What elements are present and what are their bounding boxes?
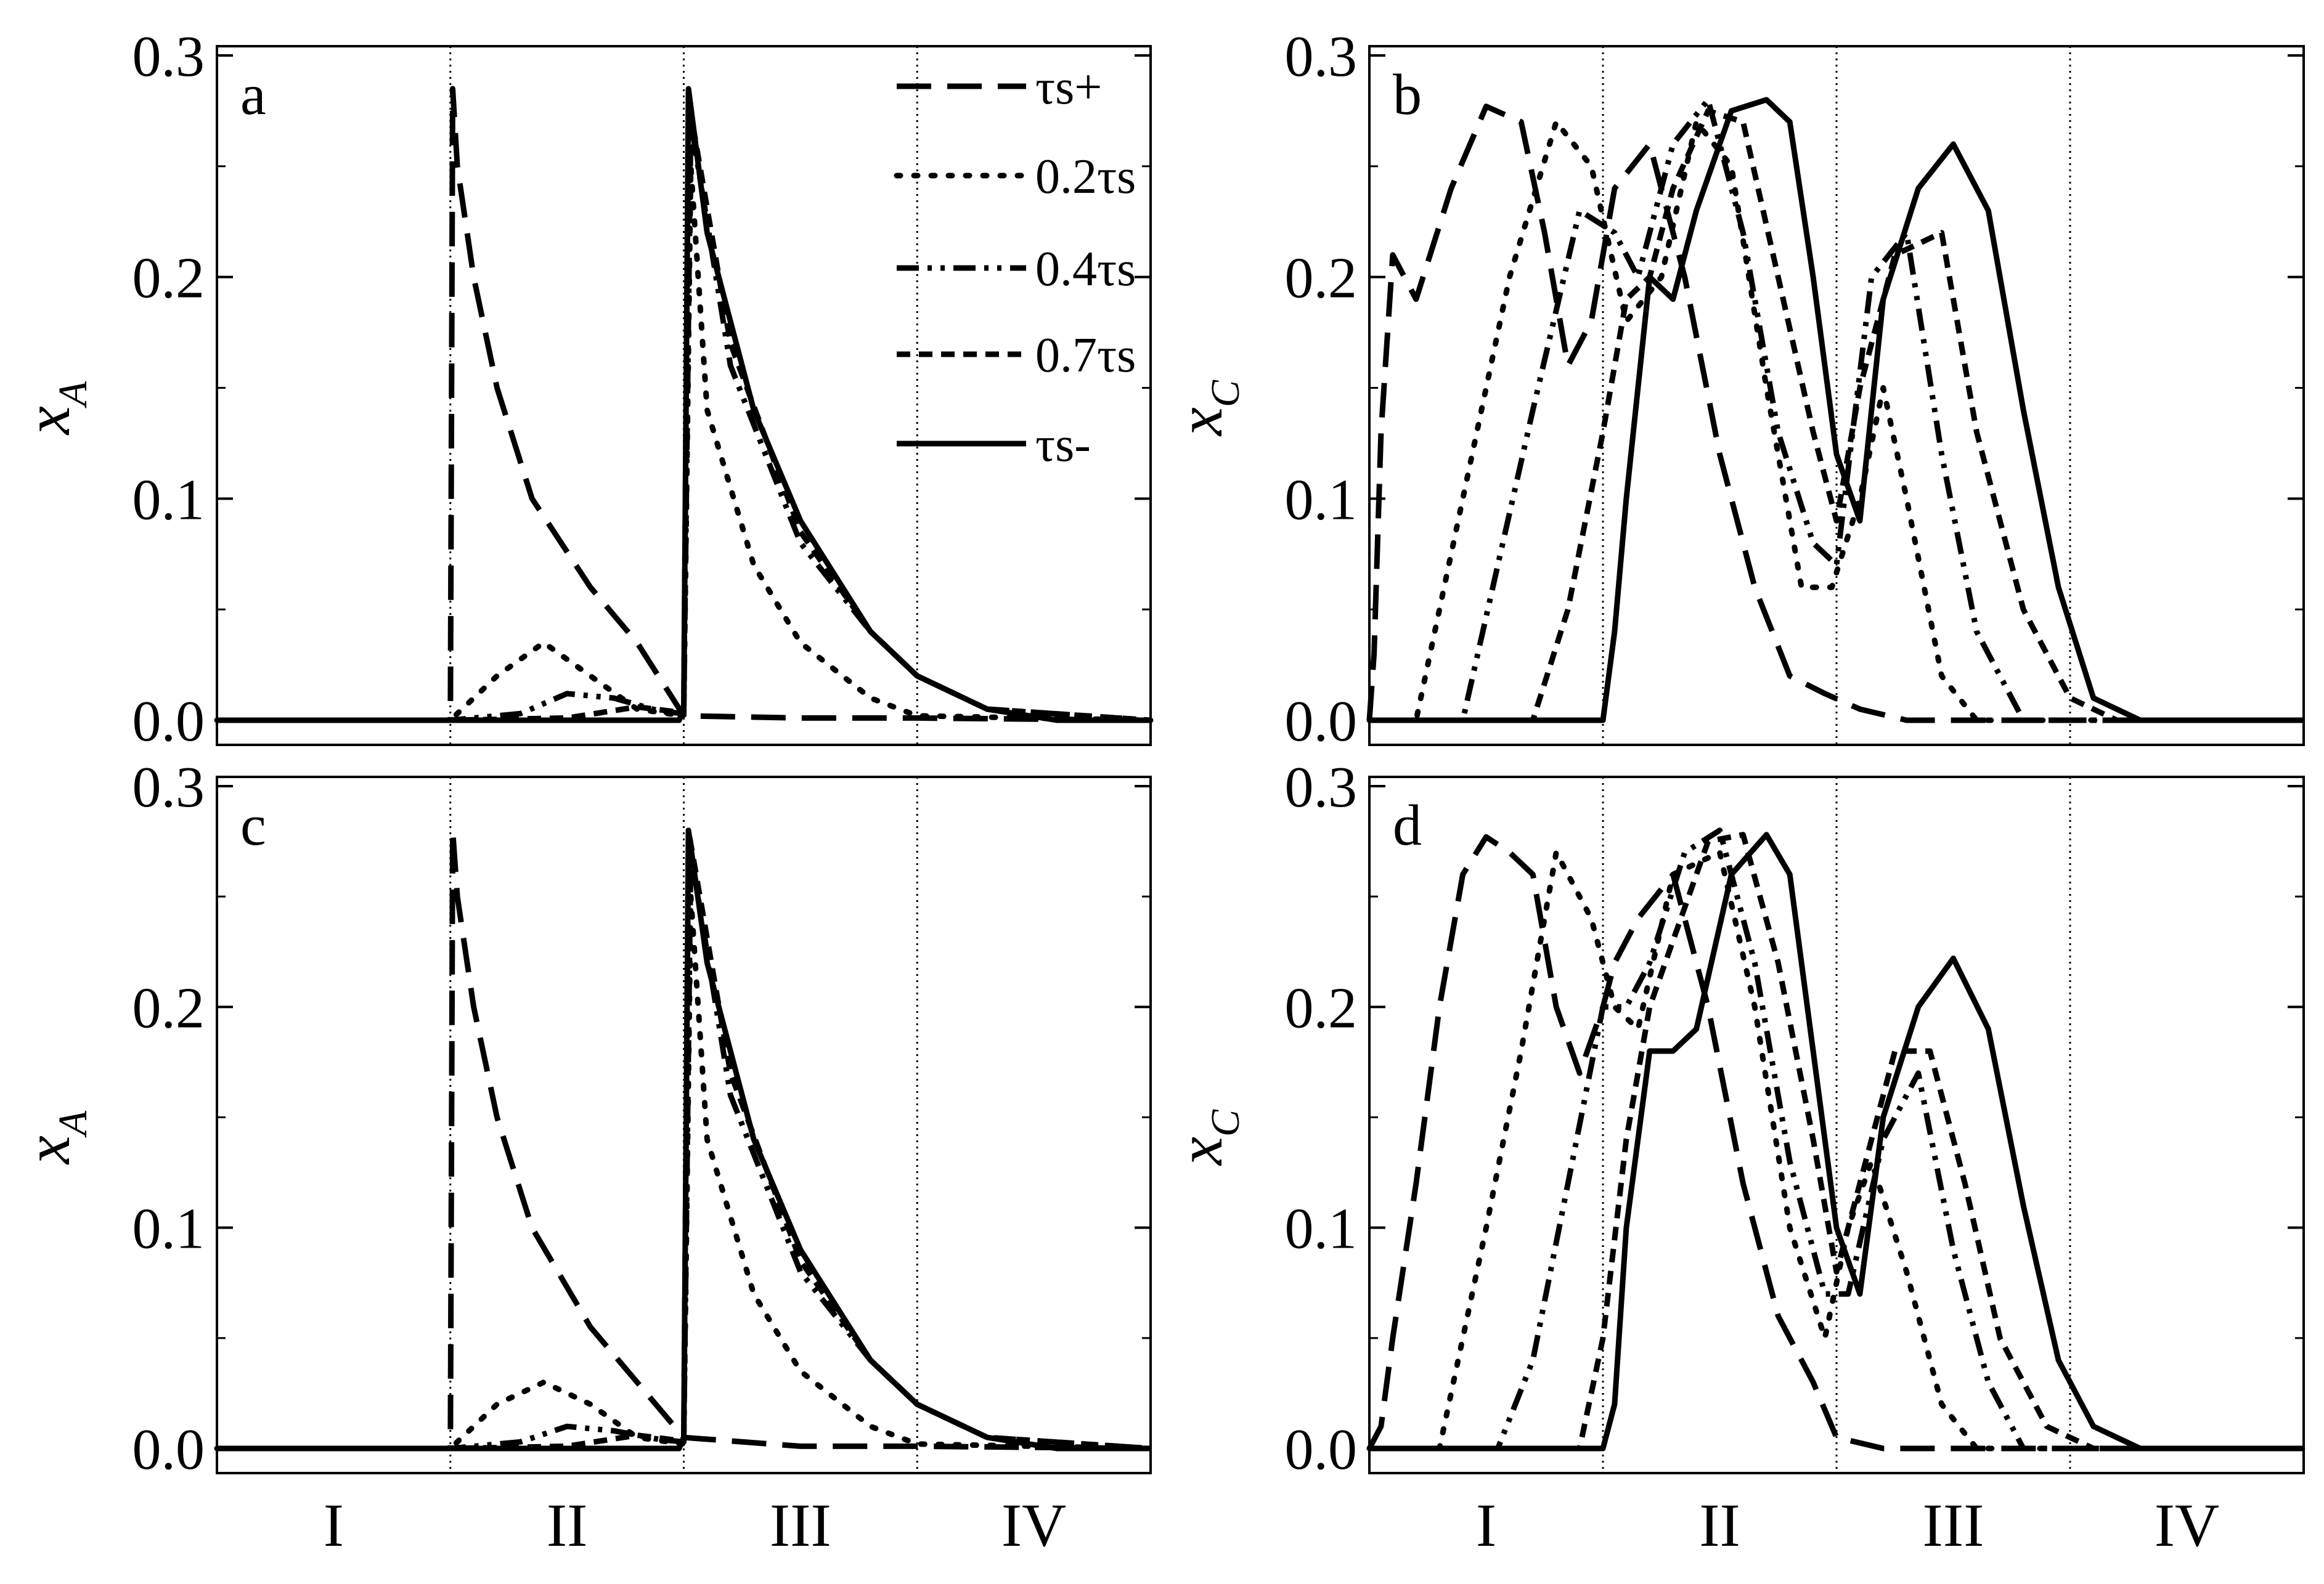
series-line-3 xyxy=(1369,108,2304,723)
series-line-2 xyxy=(1369,97,2304,723)
series-line-1 xyxy=(1366,119,2307,723)
region-label: III xyxy=(1923,1491,1984,1559)
series-line-2 xyxy=(1369,827,2304,1452)
y-tick-label: 0.2 xyxy=(133,976,205,1040)
y-tick-label: 0.3 xyxy=(1285,755,1358,819)
panel-a: 0.0 0.1 0.2 0.3 xA a xyxy=(12,25,1154,753)
y-axis-label: xA xyxy=(12,1110,96,1165)
y-tick-label: 0.3 xyxy=(133,755,205,819)
y-axis-label-subscript: C xyxy=(1203,380,1248,407)
legend-label: τs+ xyxy=(1035,60,1102,115)
legend-label: 0.7τs xyxy=(1035,328,1136,383)
plot-frame xyxy=(216,45,1152,746)
region-label: II xyxy=(547,1491,588,1559)
y-tick-label: 0.3 xyxy=(1285,25,1358,89)
y-axis-label: xC xyxy=(1165,1109,1248,1166)
series-line-0 xyxy=(217,86,1151,723)
legend-label: 0.4τs xyxy=(1035,242,1136,296)
y-tick-label: 0.0 xyxy=(133,689,205,753)
series-line-0 xyxy=(1366,104,2304,723)
y-axis-label-subscript: A xyxy=(51,1110,96,1138)
y-axis-label: xC xyxy=(1165,380,1248,437)
panel-b: 0.0 0.1 0.2 0.3 xC b xyxy=(1165,25,2307,753)
series-line-4 xyxy=(217,86,1151,723)
region-label: III xyxy=(770,1491,831,1559)
y-tick-label: 0.1 xyxy=(133,468,205,532)
y-tick-label: 0.3 xyxy=(133,25,205,89)
y-tick-label: 0.2 xyxy=(1285,246,1358,311)
series-line-0 xyxy=(1367,834,2304,1452)
y-tick-label: 0.2 xyxy=(1285,976,1358,1040)
series-line-3 xyxy=(1369,832,2304,1452)
region-label: I xyxy=(1476,1491,1496,1559)
region-label: I xyxy=(324,1491,344,1559)
panel-label: b xyxy=(1393,63,1422,127)
region-label: II xyxy=(1699,1491,1740,1559)
panel-label: c xyxy=(240,794,266,858)
y-axis-label-subscript: A xyxy=(51,381,96,408)
y-tick-label: 0.1 xyxy=(133,1197,205,1261)
region-label: IV xyxy=(2155,1491,2220,1559)
y-tick-label: 0.0 xyxy=(1285,689,1358,753)
series-line-0 xyxy=(217,827,1151,1452)
y-tick-label: 0.1 xyxy=(1285,468,1358,532)
legend-label: 0.2τs xyxy=(1035,150,1136,204)
panel-label: a xyxy=(240,63,266,127)
y-tick-label: 0.1 xyxy=(1285,1197,1358,1261)
y-tick-label: 0.0 xyxy=(133,1418,205,1482)
series-line-1 xyxy=(1366,850,2307,1452)
legend: τs+ 0.2τs 0.4τs 0.7τs τs- xyxy=(894,60,1136,472)
plot-frame xyxy=(1368,45,2305,746)
y-axis-label-subscript: C xyxy=(1203,1109,1248,1137)
region-label: IV xyxy=(1001,1491,1067,1559)
plot-frame xyxy=(1368,776,2305,1474)
series-line-4 xyxy=(217,827,1151,1452)
y-tick-label: 0.0 xyxy=(1285,1418,1358,1482)
panel-label: d xyxy=(1393,794,1422,858)
plot-frame xyxy=(216,776,1152,1474)
legend-label: τs- xyxy=(1035,418,1091,472)
series-line-4 xyxy=(1369,832,2304,1452)
series-line-4 xyxy=(1369,97,2304,723)
y-tick-label: 0.2 xyxy=(133,246,205,311)
y-axis-label: xA xyxy=(12,381,96,436)
